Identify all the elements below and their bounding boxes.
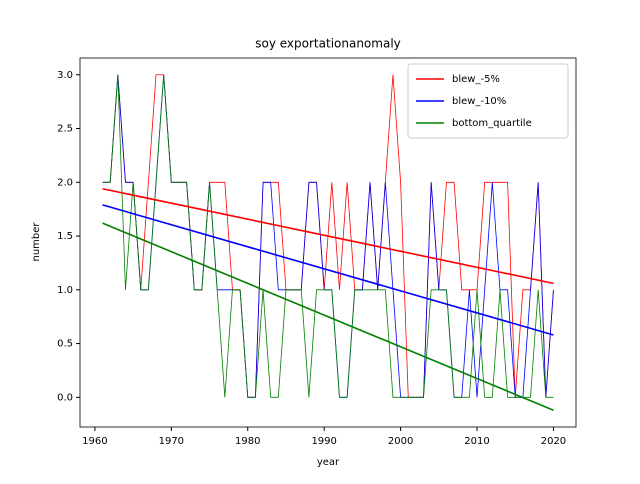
legend-box	[407, 63, 569, 139]
y-tick-label: 0.0	[57, 392, 73, 403]
x-tick-label: 1980	[235, 436, 260, 447]
y-tick-label: 1.0	[57, 285, 73, 296]
data-line	[102, 74, 554, 398]
y-tick-label: 2.5	[57, 124, 73, 135]
trend-line	[102, 222, 554, 411]
legend-label: blew_-10%	[452, 96, 506, 107]
y-axis-label: number	[31, 222, 42, 262]
y-tick-label: 2.0	[57, 177, 73, 188]
x-tick-label: 1990	[311, 436, 336, 447]
x-tick-label: 1960	[82, 436, 107, 447]
x-tick-label: 2000	[388, 436, 413, 447]
y-tick-label: 0.5	[57, 339, 73, 350]
plot-frame	[79, 57, 577, 428]
y-tick-label: 3.0	[57, 70, 73, 81]
legend-label: bottom_quartile	[452, 118, 532, 129]
chart-title: soy exportationanomaly	[255, 37, 401, 51]
x-tick-label: 1970	[159, 436, 184, 447]
y-tick-label: 1.5	[57, 231, 73, 242]
x-tick-label: 2020	[541, 436, 566, 447]
trend-line	[102, 204, 554, 336]
x-axis-label: year	[317, 457, 340, 468]
x-tick-label: 2010	[464, 436, 489, 447]
legend-label: blew_-5%	[452, 74, 500, 85]
trend-line	[102, 187, 554, 285]
